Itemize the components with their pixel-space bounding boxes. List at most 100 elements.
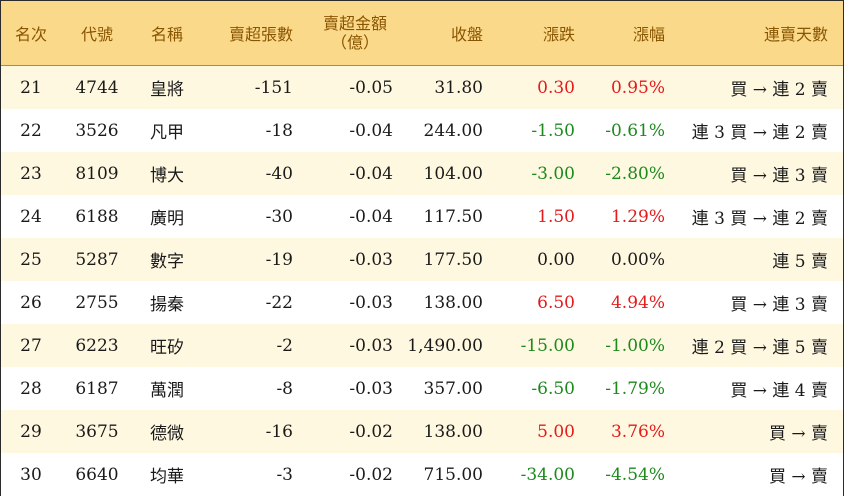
cell-change-pct: -4.54% (605, 464, 665, 485)
cell-rank: 30 (20, 464, 42, 485)
cell-net-amount: -0.03 (349, 335, 393, 356)
cell-change: 0.30 (537, 77, 575, 98)
table-row: 27 6223 旺矽 -2 -0.03 1,490.00 -15.00 -1.00% 連 2 買… (1, 324, 843, 367)
cell-rank: 29 (20, 421, 42, 442)
cell-net-lots: -2 (276, 335, 293, 356)
cell-code: 8109 (75, 163, 119, 184)
cell-streak: 買 → 連 3 賣 (730, 295, 828, 315)
cell-streak: 買 → 賣 (768, 424, 828, 444)
cell-net-amount: -0.04 (349, 206, 393, 227)
cell-rank: 23 (20, 163, 42, 184)
table-header-row: 名次 代號 名稱 賣超張數 賣超金額 （億） 收盤 漲跌 漲幅 連賣天數 (1, 1, 843, 66)
cell-name: 凡甲 (150, 123, 184, 143)
cell-streak: 買 → 連 3 賣 (730, 166, 828, 186)
cell-net-lots: -30 (265, 206, 293, 227)
cell-streak: 買 → 賣 (768, 467, 828, 487)
cell-code: 3526 (75, 120, 119, 141)
cell-change-pct: -1.79% (605, 378, 665, 399)
cell-change-pct: -1.00% (605, 335, 665, 356)
cell-name: 萬潤 (150, 381, 184, 401)
cell-streak: 買 → 連 4 賣 (730, 381, 828, 401)
header-change: 漲跌 (542, 25, 575, 44)
cell-close: 117.50 (423, 206, 483, 227)
cell-name: 數字 (150, 252, 184, 272)
header-net-amount-line2: （億） (330, 33, 379, 52)
header-net-amount-line1: 賣超金額 (322, 14, 387, 33)
cell-code: 6640 (75, 464, 119, 485)
cell-net-amount: -0.05 (349, 77, 393, 98)
cell-rank: 22 (20, 120, 42, 141)
cell-close: 31.80 (434, 77, 483, 98)
cell-streak: 買 → 連 2 賣 (730, 80, 828, 100)
cell-close: 244.00 (423, 120, 483, 141)
cell-change: 5.00 (537, 421, 575, 442)
cell-net-lots: -40 (265, 163, 293, 184)
header-net-amount: 賣超金額 （億） (293, 14, 393, 52)
cell-streak: 連 3 買 → 連 2 賣 (691, 209, 828, 229)
cell-streak: 連 5 賣 (772, 252, 828, 272)
cell-net-amount: -0.03 (349, 292, 393, 313)
cell-name: 皇將 (150, 80, 184, 100)
cell-rank: 27 (20, 335, 42, 356)
table-row: 29 3675 德微 -16 -0.02 138.00 5.00 3.76% 買 → 賣 (1, 410, 843, 453)
cell-change-pct: 4.94% (610, 292, 665, 313)
table-row: 23 8109 博大 -40 -0.04 104.00 -3.00 -2.80% 買 → 連 3… (1, 152, 843, 195)
cell-close: 715.00 (423, 464, 483, 485)
cell-change-pct: 0.95% (610, 77, 665, 98)
header-net-lots: 賣超張數 (228, 25, 293, 44)
table-row: 24 6188 廣明 -30 -0.04 117.50 1.50 1.29% 連 3 買 → 連… (1, 195, 843, 238)
table-row: 28 6187 萬潤 -8 -0.03 357.00 -6.50 -1.79% 買 → 連 4 … (1, 367, 843, 410)
cell-change-pct: -0.61% (605, 120, 665, 141)
cell-close: 138.00 (423, 292, 483, 313)
cell-name: 德微 (150, 424, 184, 444)
cell-rank: 21 (20, 77, 42, 98)
table-row: 26 2755 揚秦 -22 -0.03 138.00 6.50 4.94% 買 → 連 3 賣 (1, 281, 843, 324)
cell-change: 1.50 (537, 206, 575, 227)
cell-rank: 25 (20, 249, 42, 270)
cell-net-amount: -0.02 (349, 464, 393, 485)
cell-net-lots: -3 (276, 464, 293, 485)
cell-rank: 26 (20, 292, 42, 313)
header-rank: 名次 (14, 25, 47, 44)
cell-net-lots: -8 (276, 378, 293, 399)
cell-net-lots: -19 (265, 249, 293, 270)
cell-code: 3675 (75, 421, 119, 442)
table-body: 21 4744 皇將 -151 -0.05 31.80 0.30 0.95% 買 → 連 2 賣… (1, 66, 843, 496)
cell-net-amount: -0.04 (349, 120, 393, 141)
cell-name: 廣明 (150, 209, 184, 229)
cell-net-amount: -0.02 (349, 421, 393, 442)
cell-rank: 24 (20, 206, 42, 227)
cell-streak: 連 2 買 → 連 5 賣 (691, 338, 828, 358)
cell-net-lots: -18 (265, 120, 293, 141)
cell-net-lots: -151 (254, 77, 293, 98)
cell-close: 104.00 (423, 163, 483, 184)
cell-code: 6223 (75, 335, 119, 356)
cell-code: 4744 (75, 77, 119, 98)
cell-change: -34.00 (520, 464, 575, 485)
cell-net-amount: -0.04 (349, 163, 393, 184)
cell-name: 博大 (150, 166, 184, 186)
header-code: 代號 (80, 25, 113, 44)
cell-change: 0.00 (537, 249, 575, 270)
cell-change: -15.00 (520, 335, 575, 356)
header-streak: 連賣天數 (763, 25, 828, 44)
table-row: 30 6640 均華 -3 -0.02 715.00 -34.00 -4.54% 買 → 賣 (1, 453, 843, 496)
cell-close: 1,490.00 (407, 335, 483, 356)
cell-change: 6.50 (537, 292, 575, 313)
cell-change-pct: 0.00% (610, 249, 665, 270)
cell-net-lots: -22 (265, 292, 293, 313)
cell-rank: 28 (20, 378, 42, 399)
cell-code: 5287 (75, 249, 119, 270)
cell-name: 揚秦 (150, 295, 184, 315)
cell-change-pct: -2.80% (605, 163, 665, 184)
cell-change: -1.50 (531, 120, 575, 141)
cell-net-lots: -16 (265, 421, 293, 442)
cell-code: 6187 (75, 378, 119, 399)
cell-streak: 連 3 買 → 連 2 賣 (691, 123, 828, 143)
cell-change: -6.50 (531, 378, 575, 399)
cell-net-amount: -0.03 (349, 378, 393, 399)
cell-code: 2755 (75, 292, 119, 313)
header-change-pct: 漲幅 (632, 25, 665, 44)
cell-code: 6188 (75, 206, 119, 227)
